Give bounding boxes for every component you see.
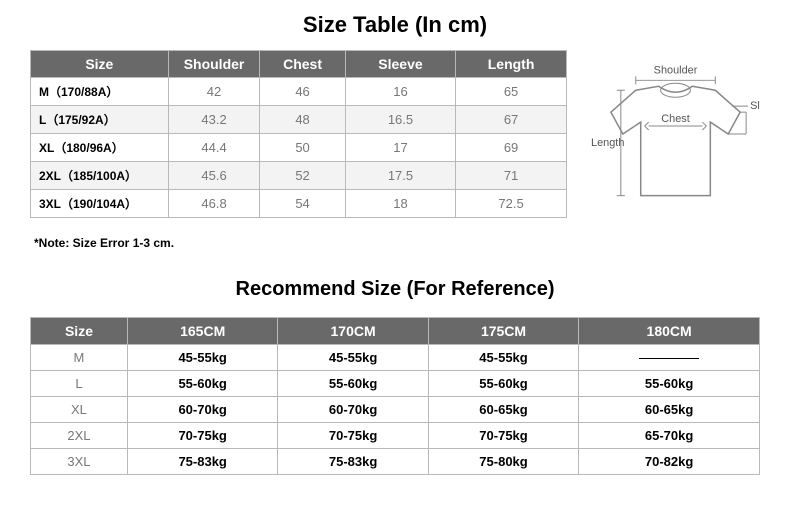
size-table-header: Chest [260, 51, 345, 78]
table-cell: 3XL（190/104A） [31, 190, 169, 218]
table-cell: XL [31, 397, 128, 423]
size-table-header: Shoulder [168, 51, 260, 78]
table-row: 2XL70-75kg70-75kg70-75kg65-70kg [31, 423, 760, 449]
table-cell: M（170/88A） [31, 78, 169, 106]
table-row: XL60-70kg60-70kg60-65kg60-65kg [31, 397, 760, 423]
table-cell: 67 [456, 106, 567, 134]
table-cell: 75-83kg [127, 449, 277, 475]
label-sleeve: Sleeve [750, 100, 760, 112]
table-cell: 55-60kg [579, 371, 760, 397]
table-cell: 54 [260, 190, 345, 218]
table-cell: 60-65kg [428, 397, 578, 423]
table-row: 2XL（185/100A）45.65217.571 [31, 162, 567, 190]
title-size-table: Size Table (In cm) [30, 12, 760, 38]
table-cell: 71 [456, 162, 567, 190]
table-cell: 55-60kg [278, 371, 428, 397]
size-table-header: Sleeve [345, 51, 455, 78]
table-row: XL（180/96A）44.4501769 [31, 134, 567, 162]
table-cell: 70-82kg [579, 449, 760, 475]
table-cell: 17.5 [345, 162, 455, 190]
table-cell: 50 [260, 134, 345, 162]
title-recommend: Recommend Size (For Reference) [30, 278, 760, 301]
table-cell: 16.5 [345, 106, 455, 134]
table-cell: 69 [456, 134, 567, 162]
table-cell: 42 [168, 78, 260, 106]
table-cell: L [31, 371, 128, 397]
table-cell: 60-70kg [127, 397, 277, 423]
table-cell: 75-83kg [278, 449, 428, 475]
table-cell: 52 [260, 162, 345, 190]
table-cell: 75-80kg [428, 449, 578, 475]
table-cell: 18 [345, 190, 455, 218]
table-row: L55-60kg55-60kg55-60kg55-60kg [31, 371, 760, 397]
table-cell: 45-55kg [428, 345, 578, 371]
size-table: SizeShoulderChestSleeveLength M（170/88A）… [30, 50, 567, 218]
table-cell: 65-70kg [579, 423, 760, 449]
rec-table-header: 170CM [278, 318, 428, 345]
table-cell: 65 [456, 78, 567, 106]
table-cell: 2XL（185/100A） [31, 162, 169, 190]
table-cell: 45-55kg [127, 345, 277, 371]
label-shoulder: Shoulder [654, 64, 698, 76]
table-row: L（175/92A）43.24816.567 [31, 106, 567, 134]
table-cell: 55-60kg [127, 371, 277, 397]
label-length: Length [591, 137, 624, 149]
table-row: M（170/88A）42461665 [31, 78, 567, 106]
table-cell: M [31, 345, 128, 371]
table-cell: 70-75kg [278, 423, 428, 449]
recommend-table: Size165CM170CM175CM180CM M45-55kg45-55kg… [30, 317, 760, 475]
table-cell: 43.2 [168, 106, 260, 134]
table-cell: 60-70kg [278, 397, 428, 423]
label-chest: Chest [661, 113, 690, 125]
rec-table-header: 180CM [579, 318, 760, 345]
rec-table-header: Size [31, 318, 128, 345]
size-table-header: Size [31, 51, 169, 78]
table-cell: 3XL [31, 449, 128, 475]
table-cell: 45.6 [168, 162, 260, 190]
table-cell: 60-65kg [579, 397, 760, 423]
size-table-header: Length [456, 51, 567, 78]
table-cell [579, 345, 760, 371]
table-row: M45-55kg45-55kg45-55kg [31, 345, 760, 371]
table-row: 3XL75-83kg75-83kg75-80kg70-82kg [31, 449, 760, 475]
table-cell: 55-60kg [428, 371, 578, 397]
table-cell: 16 [345, 78, 455, 106]
table-cell: 48 [260, 106, 345, 134]
rec-table-header: 175CM [428, 318, 578, 345]
table-row: 3XL（190/104A）46.8541872.5 [31, 190, 567, 218]
note-text: *Note: Size Error 1-3 cm. [34, 236, 760, 250]
table-cell: 46.8 [168, 190, 260, 218]
table-cell: 45-55kg [278, 345, 428, 371]
table-cell: 70-75kg [127, 423, 277, 449]
table-cell: XL（180/96A） [31, 134, 169, 162]
rec-table-header: 165CM [127, 318, 277, 345]
table-cell: 70-75kg [428, 423, 578, 449]
table-cell: 46 [260, 78, 345, 106]
tshirt-diagram: Shoulder Sleeve Chest Length [591, 56, 760, 216]
table-cell: 2XL [31, 423, 128, 449]
table-cell: L（175/92A） [31, 106, 169, 134]
table-cell: 44.4 [168, 134, 260, 162]
table-cell: 17 [345, 134, 455, 162]
table-cell: 72.5 [456, 190, 567, 218]
